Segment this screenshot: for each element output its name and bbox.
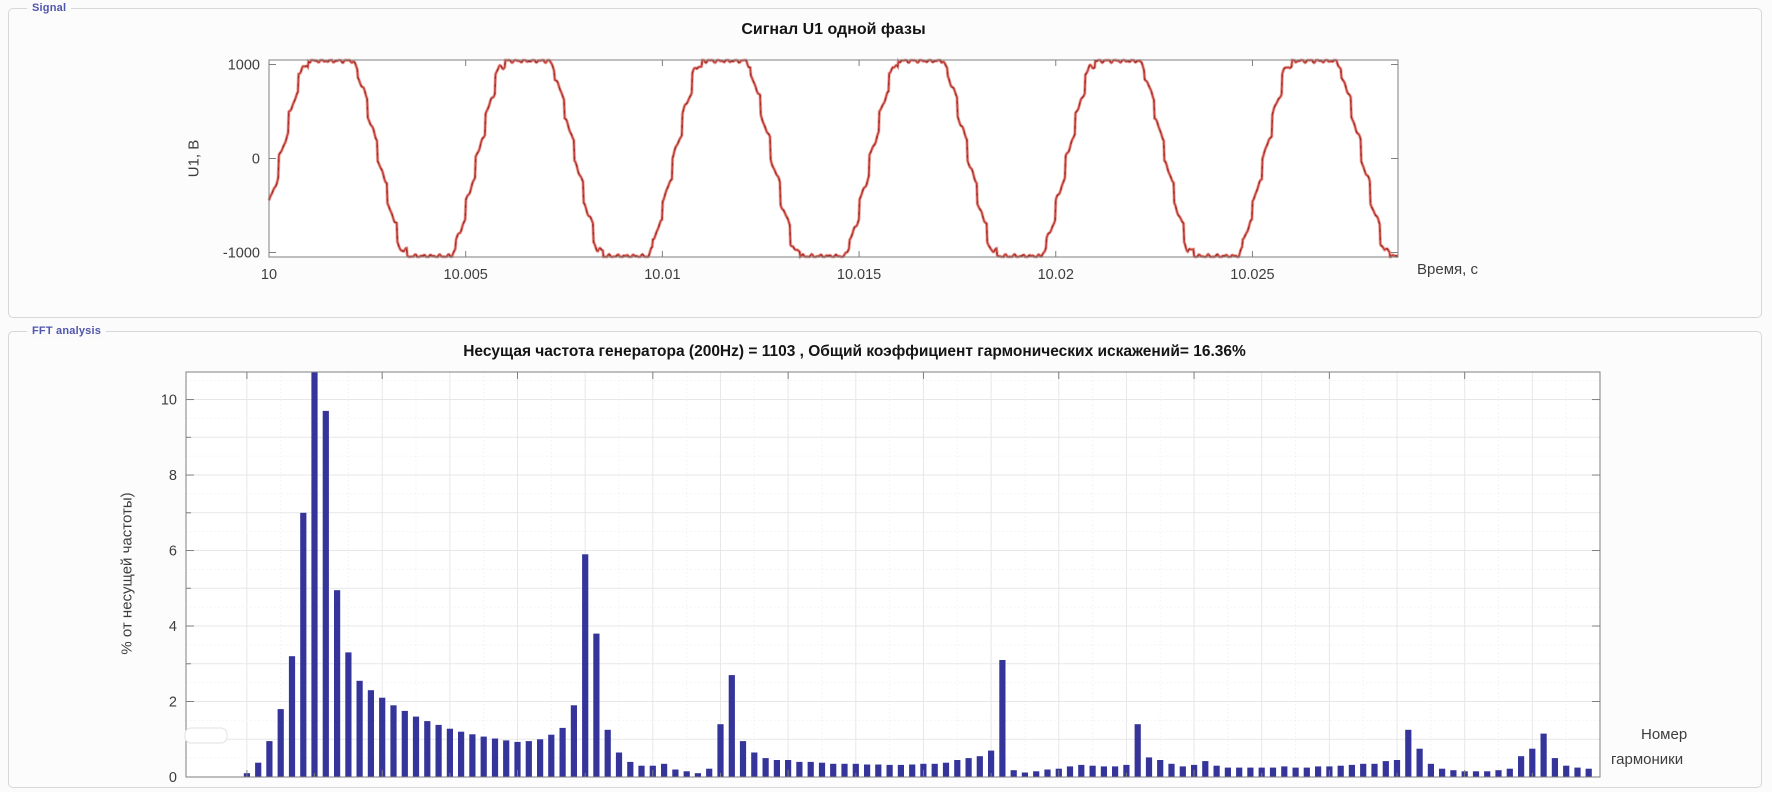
svg-text:0: 0 (169, 770, 177, 786)
signal-y-axis-label: U1, В (185, 139, 203, 178)
signal-panel: 10 10.005 10.01 10.015 10.02 10.025 1000 0 -1000… (8, 1, 1762, 318)
fft-x-axis-label-line2: гармоники (1611, 751, 1684, 768)
svg-text:1000: 1000 (228, 58, 260, 74)
svg-text:10.01: 10.01 (644, 267, 680, 283)
fft-harmonic-bars (243, 372, 1592, 777)
svg-text:8: 8 (169, 468, 177, 484)
svg-text:10.02: 10.02 (1038, 267, 1074, 283)
fft-panel-label: FFT analysis (27, 324, 107, 338)
axis-corner-chip (184, 727, 228, 744)
fft-axis-ticks (186, 372, 1601, 778)
svg-text:-1000: -1000 (223, 245, 260, 261)
fft-y-axis-label: % от несущей частоты) (118, 492, 136, 655)
fft-spectrum-plot: 024681012141618200246810 (161, 371, 1601, 786)
svg-text:2: 2 (169, 695, 177, 711)
signal-plot: 10 10.005 10.01 10.015 10.02 10.025 1000 0 -1000 (223, 57, 1399, 283)
svg-text:10.005: 10.005 (444, 267, 488, 283)
signal-chart-title: Сигнал U1 одной фазы (741, 21, 926, 38)
fft-axes-box (185, 371, 1601, 778)
fft-analysis-panel: 024681012141618200246810 FFT analysis Не… (8, 324, 1762, 788)
fft-x-axis-label: Номер гармоники (1611, 722, 1687, 772)
svg-text:4: 4 (169, 619, 177, 635)
svg-text:10.025: 10.025 (1230, 267, 1274, 283)
svg-text:10: 10 (161, 393, 177, 409)
signal-panel-label: Signal (27, 1, 72, 15)
fft-chart-title: Несущая частота генератора (200Hz) = 110… (463, 343, 1246, 360)
svg-text:0: 0 (252, 152, 260, 168)
signal-x-axis-label: Время, с (1417, 261, 1478, 278)
signal-axis-ticks (268, 60, 1398, 257)
svg-text:10.015: 10.015 (837, 267, 881, 283)
fft-x-axis-label-line1: Номер (1641, 726, 1688, 743)
svg-text:6: 6 (169, 544, 177, 560)
svg-text:10: 10 (261, 267, 277, 283)
